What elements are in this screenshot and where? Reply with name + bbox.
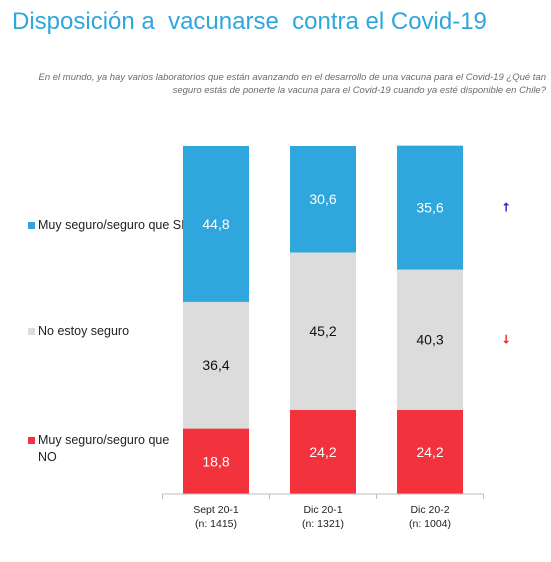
bar-segment bbox=[290, 252, 356, 410]
data-label: 36,4 bbox=[202, 357, 229, 373]
x-tick-label: (n: 1415) bbox=[195, 518, 237, 530]
x-tick-label: Sept 20-1 bbox=[193, 504, 239, 516]
bar-segment bbox=[183, 428, 249, 494]
legend-swatch-si bbox=[28, 222, 35, 229]
data-label: 30,6 bbox=[309, 191, 336, 207]
data-label: 45,2 bbox=[309, 323, 336, 339]
legend-swatch-no-seguro bbox=[28, 328, 35, 335]
data-label: 18,8 bbox=[202, 453, 229, 469]
bar-segment bbox=[290, 146, 356, 253]
data-label: 24,2 bbox=[309, 444, 336, 460]
legend-item-si: Muy seguro/seguro que SI bbox=[28, 217, 188, 234]
data-label: 40,3 bbox=[416, 332, 443, 348]
bar-segment bbox=[290, 409, 356, 494]
legend-swatch-no bbox=[28, 437, 35, 444]
bar-segment bbox=[397, 409, 463, 494]
legend-item-no: Muy seguro/seguro que NO bbox=[28, 432, 188, 466]
x-tick-label: Dic 20-1 bbox=[303, 504, 342, 516]
arrow-down-icon: ↓ bbox=[501, 333, 511, 347]
x-tick-label: (n: 1321) bbox=[302, 518, 344, 530]
legend-item-no-seguro: No estoy seguro bbox=[28, 323, 188, 340]
x-tick-label: (n: 1004) bbox=[409, 518, 451, 530]
legend-label-no-seguro: No estoy seguro bbox=[38, 324, 130, 338]
data-label: 24,2 bbox=[416, 444, 443, 460]
bar-segment bbox=[183, 301, 249, 429]
legend-label-si: Muy seguro/seguro que SI bbox=[38, 218, 185, 232]
x-tick-label: Dic 20-2 bbox=[410, 504, 449, 516]
legend-label-no: Muy seguro/seguro que NO bbox=[38, 433, 170, 464]
bar-segment bbox=[397, 145, 463, 270]
data-label: 44,8 bbox=[202, 216, 229, 232]
chart-subtitle: En el mundo, ya hay varios laboratorios … bbox=[38, 72, 546, 96]
bar-segment bbox=[397, 269, 463, 410]
chart-title: Disposición a vacunarse contra el Covid-… bbox=[12, 8, 487, 35]
arrow-up-icon: ↑ bbox=[501, 201, 511, 215]
bar-segment bbox=[183, 146, 249, 302]
data-label: 35,6 bbox=[416, 200, 443, 216]
